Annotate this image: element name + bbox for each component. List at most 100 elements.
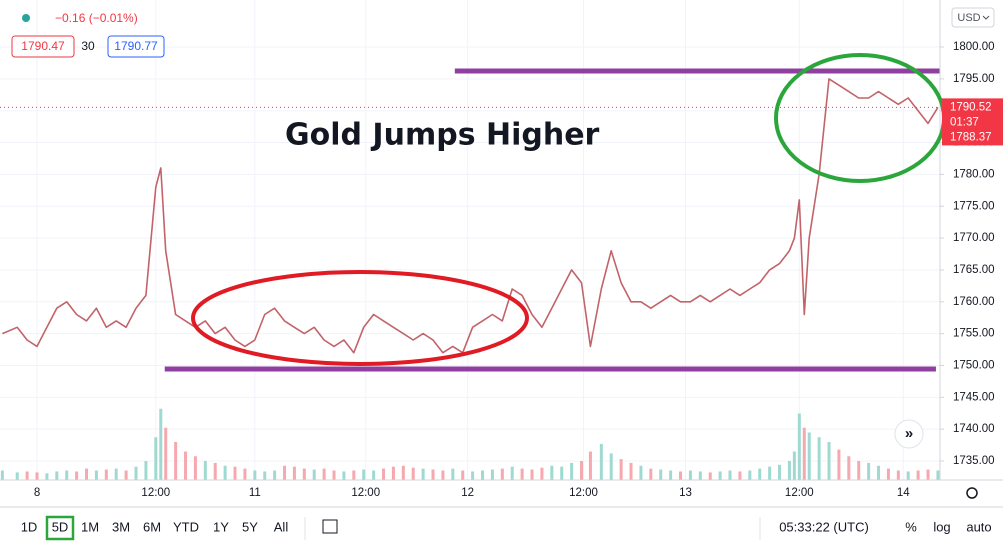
scale-option[interactable]: auto — [966, 519, 991, 534]
volume-bar — [302, 468, 306, 480]
volume-bar — [421, 468, 425, 480]
volume-bar — [588, 451, 592, 480]
volume-bar — [906, 471, 910, 480]
volume-bar — [461, 470, 465, 480]
y-tick-label: 1745.00 — [953, 391, 995, 403]
range-button[interactable]: All — [274, 519, 289, 534]
compare-icon[interactable] — [322, 519, 338, 534]
volume-bar — [243, 468, 247, 480]
volume-bar — [75, 471, 79, 480]
range-button[interactable]: 1D — [21, 519, 38, 534]
volume-bar — [312, 469, 316, 480]
volume-bar — [342, 471, 346, 480]
volume-bar — [510, 466, 514, 480]
volume-bar — [550, 465, 554, 480]
volume-bar — [530, 469, 534, 480]
price-change: −0.16 (−0.01%) — [55, 11, 138, 25]
volume-bar — [104, 469, 108, 480]
x-tick-label: 11 — [249, 487, 261, 499]
volume-bar — [837, 449, 841, 480]
volume-bar — [174, 442, 178, 480]
volume-bar — [332, 470, 336, 480]
volume-bar — [411, 467, 415, 480]
volume-bar — [159, 408, 163, 480]
volume-bar — [372, 470, 376, 480]
range-button[interactable]: 5D — [52, 519, 69, 534]
volume-bar — [15, 472, 19, 480]
range-button[interactable]: 6M — [143, 519, 161, 534]
volume-bar — [292, 466, 296, 480]
y-tick-label: 1735.00 — [953, 455, 995, 467]
x-tick-label: 12:00 — [569, 487, 598, 499]
y-tick-label: 1800.00 — [953, 41, 995, 53]
volume-bar — [441, 470, 445, 480]
volume-bar — [283, 465, 287, 480]
range-button[interactable]: 5Y — [242, 519, 258, 534]
spread: 30 — [81, 39, 95, 53]
x-tick-label: 8 — [34, 487, 40, 499]
volume-bar — [867, 462, 871, 480]
volume-bar — [936, 470, 940, 480]
range-button[interactable]: 1M — [81, 519, 99, 534]
price-tag-text: 1788.37 — [950, 131, 992, 143]
scale-option[interactable]: % — [905, 519, 917, 534]
scale-option[interactable]: log — [933, 519, 950, 534]
volume-bar — [481, 470, 485, 480]
volume-bar — [114, 468, 118, 480]
range-button[interactable]: 1Y — [213, 519, 229, 534]
volume-bar — [738, 471, 742, 480]
currency-caret — [982, 15, 990, 20]
x-tick-label: 12:00 — [785, 487, 814, 499]
settings-icon[interactable] — [966, 487, 978, 499]
volume-bar — [778, 464, 782, 480]
volume — [0, 408, 940, 480]
volume-bar — [728, 470, 732, 480]
volume-bar — [698, 471, 702, 480]
volume-bar — [500, 468, 504, 480]
volume-bar — [619, 459, 623, 480]
volume-bar — [817, 437, 821, 480]
x-tick-label: 13 — [679, 487, 692, 499]
ask-box[interactable] — [107, 35, 165, 58]
volume-bar — [35, 472, 39, 480]
volume-bar — [599, 443, 603, 480]
volume-bar — [233, 466, 237, 480]
volume-bar — [802, 427, 806, 480]
volume-bar — [490, 469, 494, 480]
x-tick-label: 12:00 — [351, 487, 380, 499]
volume-bar — [154, 437, 158, 480]
volume-bar — [134, 466, 138, 480]
y-tick-label: 1780.00 — [953, 168, 995, 180]
y-tick-label: 1760.00 — [953, 296, 995, 308]
volume-bar — [94, 470, 98, 480]
y-tick-label: 1795.00 — [953, 73, 995, 85]
range-button[interactable]: 3M — [112, 519, 130, 534]
bid-box[interactable] — [11, 35, 75, 58]
y-tick-label: 1740.00 — [953, 423, 995, 435]
volume-bar — [65, 470, 69, 480]
price-tag-text: 1790.52 — [950, 101, 992, 113]
clock: 05:33:22 (UTC) — [779, 519, 869, 534]
volume-bar — [758, 468, 762, 480]
volume-bar — [570, 462, 574, 480]
volume-bar — [639, 465, 643, 480]
volume-bar — [193, 456, 197, 480]
range-button[interactable]: YTD — [173, 519, 199, 534]
bid: 1790.47 — [21, 39, 65, 53]
toolbar: 1D 5D 1M 3M 6M YTD 1Y 5Y All 05:33:22 (UTC)% log au… — [21, 515, 992, 541]
volume-bar — [223, 465, 227, 480]
x-tick-label: 14 — [897, 487, 910, 499]
ask: 1790.77 — [114, 39, 158, 53]
volume-bar — [688, 470, 692, 480]
currency-box[interactable] — [951, 7, 995, 28]
y-tick-label: 1770.00 — [953, 232, 995, 244]
volume-bar — [253, 470, 257, 480]
scroll-button[interactable] — [894, 419, 924, 449]
volume-bar — [847, 456, 851, 480]
price-line — [2, 78, 939, 354]
volume-bar — [857, 461, 861, 480]
volume-bar — [718, 471, 722, 480]
x-tick-label: 12:00 — [141, 487, 170, 499]
axis-labels: 1735.00 1740.00 1745.00 1750.00 1755.00 1760.… — [34, 41, 995, 499]
